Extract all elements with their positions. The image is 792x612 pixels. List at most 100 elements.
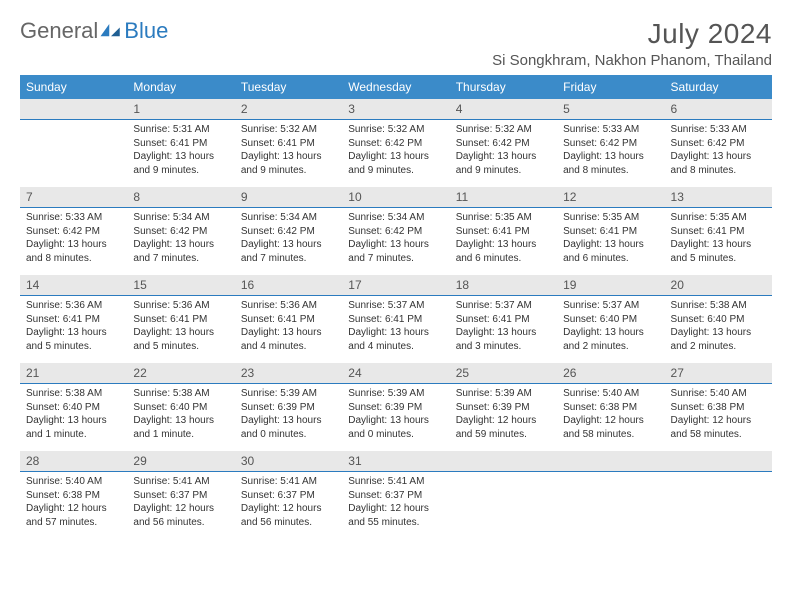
day-cell: Sunrise: 5:38 AMSunset: 6:40 PMDaylight:… bbox=[127, 384, 234, 452]
daylight-text: Daylight: 13 hours and 0 minutes. bbox=[241, 414, 336, 441]
daylight-text: Daylight: 12 hours and 57 minutes. bbox=[26, 502, 121, 529]
day-cell bbox=[665, 472, 772, 540]
day-cell: Sunrise: 5:41 AMSunset: 6:37 PMDaylight:… bbox=[235, 472, 342, 540]
day-cell: Sunrise: 5:32 AMSunset: 6:42 PMDaylight:… bbox=[450, 120, 557, 188]
calendar-body: 123456Sunrise: 5:31 AMSunset: 6:41 PMDay… bbox=[20, 99, 772, 539]
sunrise-text: Sunrise: 5:38 AM bbox=[671, 299, 766, 313]
day-number: 27 bbox=[665, 363, 772, 384]
sunrise-text: Sunrise: 5:35 AM bbox=[563, 211, 658, 225]
daylight-text: Daylight: 13 hours and 4 minutes. bbox=[241, 326, 336, 353]
daylight-text: Daylight: 13 hours and 2 minutes. bbox=[671, 326, 766, 353]
brand-part2: Blue bbox=[124, 18, 168, 44]
day-cell: Sunrise: 5:39 AMSunset: 6:39 PMDaylight:… bbox=[342, 384, 449, 452]
day-cell: Sunrise: 5:41 AMSunset: 6:37 PMDaylight:… bbox=[127, 472, 234, 540]
day-number bbox=[557, 451, 664, 472]
sunset-text: Sunset: 6:41 PM bbox=[241, 313, 336, 327]
day-cell: Sunrise: 5:36 AMSunset: 6:41 PMDaylight:… bbox=[20, 296, 127, 364]
daylight-text: Daylight: 12 hours and 55 minutes. bbox=[348, 502, 443, 529]
sunset-text: Sunset: 6:41 PM bbox=[133, 313, 228, 327]
daylight-text: Daylight: 13 hours and 5 minutes. bbox=[133, 326, 228, 353]
day-number: 16 bbox=[235, 275, 342, 296]
day-cell: Sunrise: 5:34 AMSunset: 6:42 PMDaylight:… bbox=[342, 208, 449, 276]
sunrise-text: Sunrise: 5:31 AM bbox=[133, 123, 228, 137]
sunset-text: Sunset: 6:41 PM bbox=[456, 225, 551, 239]
title-block: July 2024 Si Songkhram, Nakhon Phanom, T… bbox=[492, 18, 772, 69]
day-number: 7 bbox=[20, 187, 127, 208]
day-number: 26 bbox=[557, 363, 664, 384]
day-number: 31 bbox=[342, 451, 449, 472]
day-number: 21 bbox=[20, 363, 127, 384]
day-number-row: 78910111213 bbox=[20, 187, 772, 208]
day-number bbox=[20, 99, 127, 120]
day-cell: Sunrise: 5:33 AMSunset: 6:42 PMDaylight:… bbox=[557, 120, 664, 188]
sunrise-text: Sunrise: 5:40 AM bbox=[563, 387, 658, 401]
day-number-row: 21222324252627 bbox=[20, 363, 772, 384]
sunrise-text: Sunrise: 5:37 AM bbox=[456, 299, 551, 313]
day-cell: Sunrise: 5:35 AMSunset: 6:41 PMDaylight:… bbox=[557, 208, 664, 276]
sunrise-text: Sunrise: 5:39 AM bbox=[348, 387, 443, 401]
weekday-header: Thursday bbox=[450, 75, 557, 99]
day-number: 25 bbox=[450, 363, 557, 384]
day-cell bbox=[20, 120, 127, 188]
day-cell: Sunrise: 5:31 AMSunset: 6:41 PMDaylight:… bbox=[127, 120, 234, 188]
daylight-text: Daylight: 12 hours and 56 minutes. bbox=[133, 502, 228, 529]
daylight-text: Daylight: 13 hours and 1 minute. bbox=[133, 414, 228, 441]
sunset-text: Sunset: 6:42 PM bbox=[348, 225, 443, 239]
daylight-text: Daylight: 13 hours and 5 minutes. bbox=[671, 238, 766, 265]
sunrise-text: Sunrise: 5:37 AM bbox=[348, 299, 443, 313]
day-cell: Sunrise: 5:36 AMSunset: 6:41 PMDaylight:… bbox=[127, 296, 234, 364]
daylight-text: Daylight: 13 hours and 9 minutes. bbox=[348, 150, 443, 177]
day-cell: Sunrise: 5:32 AMSunset: 6:41 PMDaylight:… bbox=[235, 120, 342, 188]
day-number: 11 bbox=[450, 187, 557, 208]
sunset-text: Sunset: 6:41 PM bbox=[671, 225, 766, 239]
day-number: 19 bbox=[557, 275, 664, 296]
daylight-text: Daylight: 13 hours and 1 minute. bbox=[26, 414, 121, 441]
day-cell: Sunrise: 5:40 AMSunset: 6:38 PMDaylight:… bbox=[665, 384, 772, 452]
sunrise-text: Sunrise: 5:33 AM bbox=[671, 123, 766, 137]
daylight-text: Daylight: 13 hours and 9 minutes. bbox=[133, 150, 228, 177]
sunrise-text: Sunrise: 5:39 AM bbox=[241, 387, 336, 401]
sunrise-text: Sunrise: 5:32 AM bbox=[348, 123, 443, 137]
daylight-text: Daylight: 13 hours and 2 minutes. bbox=[563, 326, 658, 353]
sunrise-text: Sunrise: 5:36 AM bbox=[133, 299, 228, 313]
day-number-row: 28293031 bbox=[20, 451, 772, 472]
day-number: 8 bbox=[127, 187, 234, 208]
weekday-header: Monday bbox=[127, 75, 234, 99]
day-number: 28 bbox=[20, 451, 127, 472]
day-number: 10 bbox=[342, 187, 449, 208]
sunrise-text: Sunrise: 5:38 AM bbox=[26, 387, 121, 401]
weekday-header: Wednesday bbox=[342, 75, 449, 99]
sunrise-text: Sunrise: 5:33 AM bbox=[26, 211, 121, 225]
day-cell: Sunrise: 5:34 AMSunset: 6:42 PMDaylight:… bbox=[127, 208, 234, 276]
sunset-text: Sunset: 6:39 PM bbox=[241, 401, 336, 415]
daylight-text: Daylight: 13 hours and 9 minutes. bbox=[241, 150, 336, 177]
weekday-header: Sunday bbox=[20, 75, 127, 99]
day-cell: Sunrise: 5:37 AMSunset: 6:41 PMDaylight:… bbox=[342, 296, 449, 364]
sunrise-text: Sunrise: 5:34 AM bbox=[348, 211, 443, 225]
sunset-text: Sunset: 6:42 PM bbox=[241, 225, 336, 239]
day-cell: Sunrise: 5:33 AMSunset: 6:42 PMDaylight:… bbox=[20, 208, 127, 276]
sunrise-text: Sunrise: 5:34 AM bbox=[241, 211, 336, 225]
day-number: 1 bbox=[127, 99, 234, 120]
sunrise-text: Sunrise: 5:32 AM bbox=[241, 123, 336, 137]
sunrise-text: Sunrise: 5:34 AM bbox=[133, 211, 228, 225]
day-number: 20 bbox=[665, 275, 772, 296]
daylight-text: Daylight: 12 hours and 56 minutes. bbox=[241, 502, 336, 529]
day-cell: Sunrise: 5:35 AMSunset: 6:41 PMDaylight:… bbox=[450, 208, 557, 276]
daylight-text: Daylight: 13 hours and 6 minutes. bbox=[563, 238, 658, 265]
day-number: 6 bbox=[665, 99, 772, 120]
day-cell: Sunrise: 5:34 AMSunset: 6:42 PMDaylight:… bbox=[235, 208, 342, 276]
month-year: July 2024 bbox=[492, 18, 772, 50]
sunset-text: Sunset: 6:40 PM bbox=[133, 401, 228, 415]
sunrise-text: Sunrise: 5:33 AM bbox=[563, 123, 658, 137]
daylight-text: Daylight: 13 hours and 0 minutes. bbox=[348, 414, 443, 441]
sunset-text: Sunset: 6:41 PM bbox=[133, 137, 228, 151]
sunset-text: Sunset: 6:37 PM bbox=[348, 489, 443, 503]
day-data-row: Sunrise: 5:38 AMSunset: 6:40 PMDaylight:… bbox=[20, 384, 772, 452]
weekday-header-row: Sunday Monday Tuesday Wednesday Thursday… bbox=[20, 75, 772, 99]
sail-icon bbox=[100, 24, 122, 38]
daylight-text: Daylight: 12 hours and 58 minutes. bbox=[671, 414, 766, 441]
sunset-text: Sunset: 6:41 PM bbox=[456, 313, 551, 327]
sunrise-text: Sunrise: 5:36 AM bbox=[241, 299, 336, 313]
day-data-row: Sunrise: 5:33 AM Sunset: 6:42 PM Daylight:… bbox=[20, 208, 772, 276]
